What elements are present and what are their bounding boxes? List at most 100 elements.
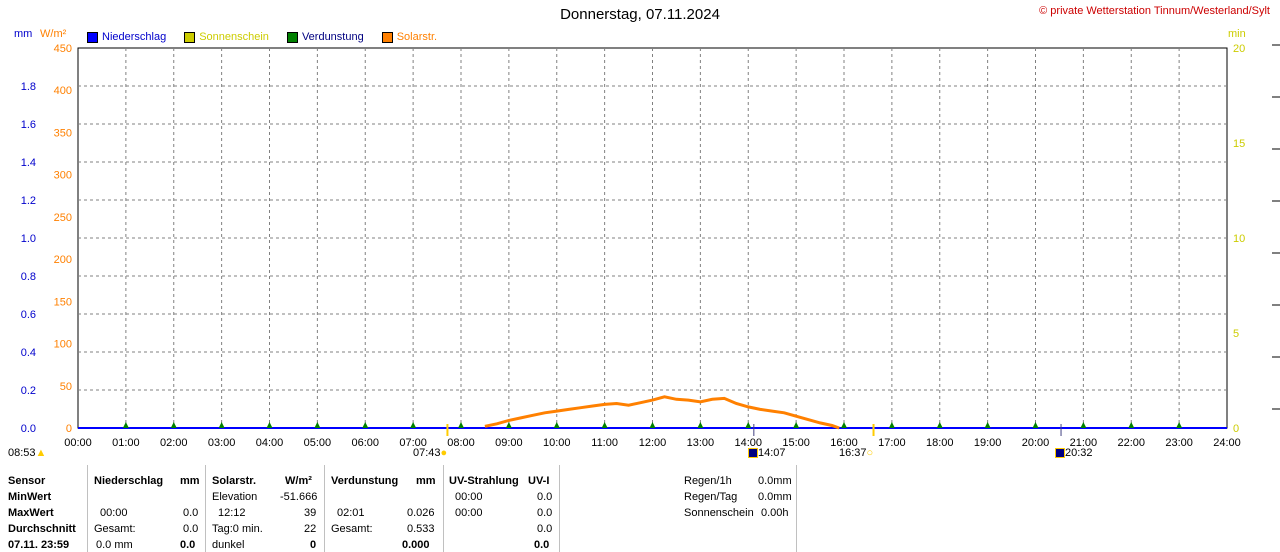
moon-icon xyxy=(748,448,758,459)
x-tick-label: 15:00 xyxy=(782,437,810,449)
verdunstung-point xyxy=(745,422,752,428)
verdunstung-point xyxy=(936,422,943,428)
moon-icon xyxy=(1055,448,1065,459)
legend-item-solarstr: Solarstr. xyxy=(381,31,438,43)
x-tick-label: 16:00 xyxy=(830,437,858,449)
verdunstung-point xyxy=(888,422,895,428)
niederschlag-max-time: 00:00 xyxy=(100,507,128,519)
verdunstung-point xyxy=(1176,422,1183,428)
x-tick-label: 13:00 xyxy=(687,437,715,449)
y-tick-mm: 0.6 xyxy=(21,309,36,321)
y-tick-wm2: 0 xyxy=(66,423,72,435)
x-tick-label: 03:00 xyxy=(208,437,236,449)
verdunstung-point xyxy=(649,422,656,428)
verdunstung-point xyxy=(410,422,417,428)
y-tick-mm: 1.2 xyxy=(21,195,36,207)
regen-tag-label: Regen/Tag xyxy=(684,491,738,503)
regen-h-val: 0.0mm xyxy=(758,475,792,487)
verdunstung-header: Verdunstung xyxy=(331,475,399,487)
stats-table: Sensor MinWert MaxWert Durchschnitt 07.1… xyxy=(0,465,1280,552)
legend-swatch-icon xyxy=(184,31,196,43)
x-tick-label: 06:00 xyxy=(351,437,379,449)
legend-swatch-icon xyxy=(286,31,298,43)
verdunstung-point xyxy=(984,422,991,428)
niederschlag-gesamt-val: 0.0 xyxy=(183,523,199,535)
solar-max-time: 12:12 xyxy=(218,507,246,519)
x-tick-label: 21:00 xyxy=(1070,437,1098,449)
moonrise-marker: 08:53▲ xyxy=(8,447,47,459)
x-tick-label: 14:00 xyxy=(734,437,762,449)
y-tick-mm: 0.8 xyxy=(21,271,36,283)
y-tick-mm: 0.4 xyxy=(21,347,36,359)
legend-item-sonnenschein: Sonnenschein xyxy=(184,31,269,43)
moonset-time: 20:32 xyxy=(1065,447,1093,459)
solar-max-val: 39 xyxy=(304,507,317,519)
niederschlag-unit: mm xyxy=(180,475,200,487)
uv-unit: UV-I xyxy=(528,475,550,487)
y-tick-wm2: 300 xyxy=(54,170,72,182)
verdunstung-max-val: 0.026 xyxy=(407,507,435,519)
row-label-sensor: Sensor xyxy=(8,475,46,487)
unit-mm: mm xyxy=(14,28,33,40)
verdunstung-point xyxy=(505,422,512,428)
legend-label: Solarstr. xyxy=(396,31,438,43)
y-tick-wm2: 350 xyxy=(54,127,72,139)
y-tick-wm2: 400 xyxy=(54,85,72,97)
niederschlag-header: Niederschlag xyxy=(94,475,164,487)
uv-avg-val: 0.0 xyxy=(537,523,553,535)
x-tick-label: 01:00 xyxy=(112,437,140,449)
y-tick-mm: 0.2 xyxy=(21,385,36,397)
y-tick-mm: 1.8 xyxy=(21,81,36,93)
verdunstung-unit: mm xyxy=(416,475,436,487)
copyright-text: © private Wetterstation Tinnum/Westerlan… xyxy=(1039,5,1270,17)
x-tick-label: 18:00 xyxy=(926,437,954,449)
verdunstung-point xyxy=(362,422,369,428)
x-tick-label: 12:00 xyxy=(639,437,667,449)
legend-label: Niederschlag xyxy=(102,31,167,43)
uv-max-time: 00:00 xyxy=(455,507,483,519)
row-label-max: MaxWert xyxy=(8,507,54,519)
y-tick-min: 0 xyxy=(1233,423,1239,435)
regen-h-label: Regen/1h xyxy=(684,475,732,487)
unit-wm2: W/m² xyxy=(40,28,67,40)
x-tick-label: 22:00 xyxy=(1117,437,1145,449)
verdunstung-point xyxy=(266,422,273,428)
x-tick-label: 04:00 xyxy=(256,437,284,449)
x-tick-label: 17:00 xyxy=(878,437,906,449)
verdunstung-point xyxy=(122,422,129,428)
niederschlag-gesamt-label: Gesamt: xyxy=(94,523,136,535)
solar-elev-val: -51.666 xyxy=(280,491,318,503)
y-tick-mm: 0.0 xyxy=(21,423,36,435)
row-label-avg: Durchschnitt xyxy=(8,523,76,535)
solar-unit: W/m² xyxy=(285,475,312,487)
x-tick-label: 02:00 xyxy=(160,437,188,449)
legend-swatch-icon xyxy=(381,31,393,43)
x-tick-label: 00:00 xyxy=(64,437,92,449)
verdunstung-point xyxy=(601,422,608,428)
legend-item-verdunstung: Verdunstung xyxy=(286,31,364,43)
verdunstung-point xyxy=(1080,422,1087,428)
legend-label: Verdunstung xyxy=(301,31,364,43)
row-label-current: 07.11. 23:59 xyxy=(8,539,70,551)
verdunstung-point xyxy=(458,422,464,428)
y-tick-min: 20 xyxy=(1233,43,1245,55)
regen-tag-val: 0.0mm xyxy=(758,491,792,503)
sunrise-marker: 07:43● xyxy=(413,447,448,459)
verdunstung-current-val: 0.000 xyxy=(402,539,430,551)
verdunstung-point xyxy=(1032,422,1039,428)
verdunstung-gesamt-val: 0.533 xyxy=(407,523,435,535)
solar-elev-label: Elevation xyxy=(212,491,258,503)
verdunstung-point xyxy=(170,422,177,428)
uv-min-time: 00:00 xyxy=(455,491,483,503)
y-tick-min: 15 xyxy=(1233,138,1245,150)
solar-dunkel-val: 0 xyxy=(310,539,317,551)
verdunstung-point xyxy=(841,422,847,428)
plot-frame xyxy=(77,47,1228,429)
solar-series-line xyxy=(484,395,840,430)
y-tick-mm: 1.0 xyxy=(21,233,36,245)
legend-swatch-icon xyxy=(87,31,98,43)
niederschlag-max-val: 0.0 xyxy=(183,507,199,519)
solar-dunkel-label: dunkel xyxy=(212,539,245,551)
verdunstung-point xyxy=(314,422,321,428)
x-tick-label: 07:00 xyxy=(399,437,427,449)
